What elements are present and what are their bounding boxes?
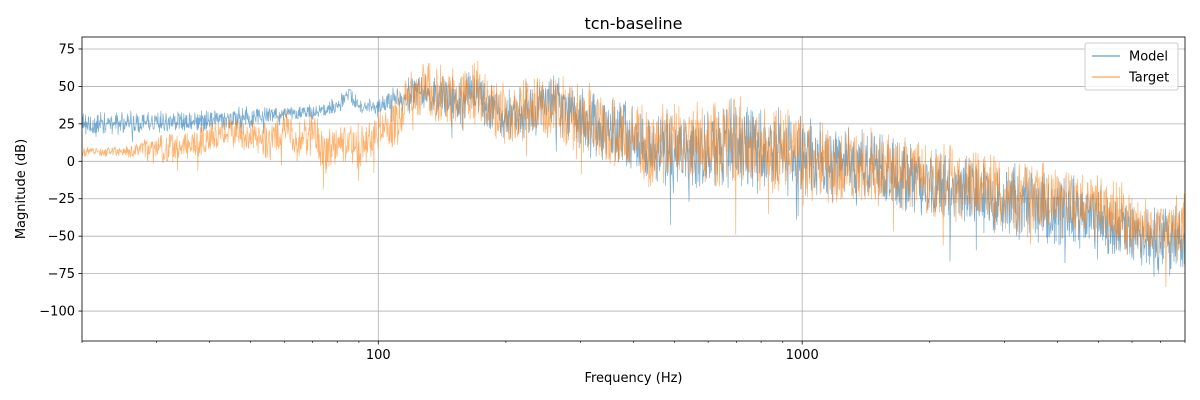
plot-area	[82, 60, 1185, 288]
y-tick-label: −50	[48, 230, 75, 245]
y-axis-ticks: 75 50 25 0 −25 −50 −75 −100	[39, 42, 82, 320]
y-axis-label: Magnitude (dB)	[14, 139, 29, 239]
legend-label-target: Target	[1128, 71, 1169, 86]
legend: Model Target	[1084, 42, 1179, 91]
x-tick-label: 1000	[786, 348, 819, 363]
x-axis-ticks: 100 1000	[81, 341, 1186, 363]
grid	[82, 37, 1185, 341]
legend-box	[1084, 42, 1179, 91]
y-tick-label: −25	[48, 192, 75, 207]
chart-title: tcn-baseline	[585, 14, 683, 33]
y-tick-label: −100	[39, 305, 75, 320]
y-tick-label: 25	[58, 117, 75, 132]
x-axis-label: Frequency (Hz)	[584, 371, 682, 386]
y-tick-label: 0	[67, 155, 75, 170]
y-tick-label: 50	[58, 80, 75, 95]
y-tick-label: 75	[58, 42, 75, 57]
legend-label-model: Model	[1129, 50, 1168, 65]
series-line-target	[82, 60, 1185, 288]
y-tick-label: −75	[48, 267, 75, 282]
x-tick-label: 100	[366, 348, 391, 363]
